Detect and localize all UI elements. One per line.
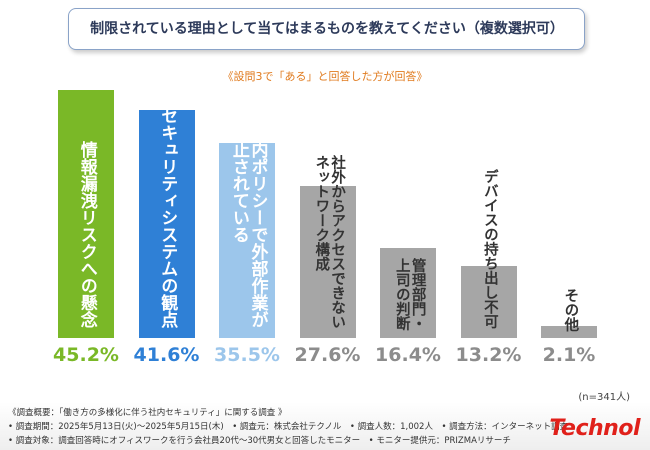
bar [299,186,356,338]
survey-note: 《調査概要：「働き方の多様化に伴う社内セキュリティ」に関する調査 》 [8,408,287,418]
bar [541,326,597,338]
value-label: 35.5% [214,344,280,366]
value-label: 27.6% [294,344,361,366]
bar [58,89,114,338]
value-label: 13.2% [455,344,522,366]
chart-title: 制限されている理由として当てはまるものを教えてください（複数選択可） [90,21,564,37]
sample-size: (n=341人) [578,392,630,403]
category-label: セキュリティシステムの観点 [157,106,178,328]
title-box [68,8,585,50]
value-label: 45.2% [53,344,119,366]
category-label: 情報漏洩リスクへの懸念 [76,141,97,329]
survey-note: • 調査対象：調査回答時にオフィスワークを行う会社員20代～30代男女と回答した… [8,436,511,446]
value-label: 16.4% [375,344,441,366]
logo: Technol [549,416,640,441]
category-label: その他 [562,287,579,332]
category-label: 社外からアクセスできないネットワーク構成 [313,154,346,329]
value-label: 2.1% [542,344,596,366]
bar [380,247,436,338]
survey-note: • 調査期間：2025年5月13日(火)～2025年5月15日(木) • 調査元… [8,422,569,432]
footer-band [0,402,650,450]
value-label: 41.6% [133,344,200,366]
bar [219,143,275,338]
bar [460,265,517,338]
subtitle: 《設問3で「ある」と回答した方が回答》 [222,70,428,83]
category-label: 社内ポリシーで外部作業が禁止されている [228,123,268,328]
category-label: 管理部門・上司の判断 [393,258,426,331]
category-label: デバイスの持ち出し不可 [481,169,498,329]
bar [138,109,195,338]
